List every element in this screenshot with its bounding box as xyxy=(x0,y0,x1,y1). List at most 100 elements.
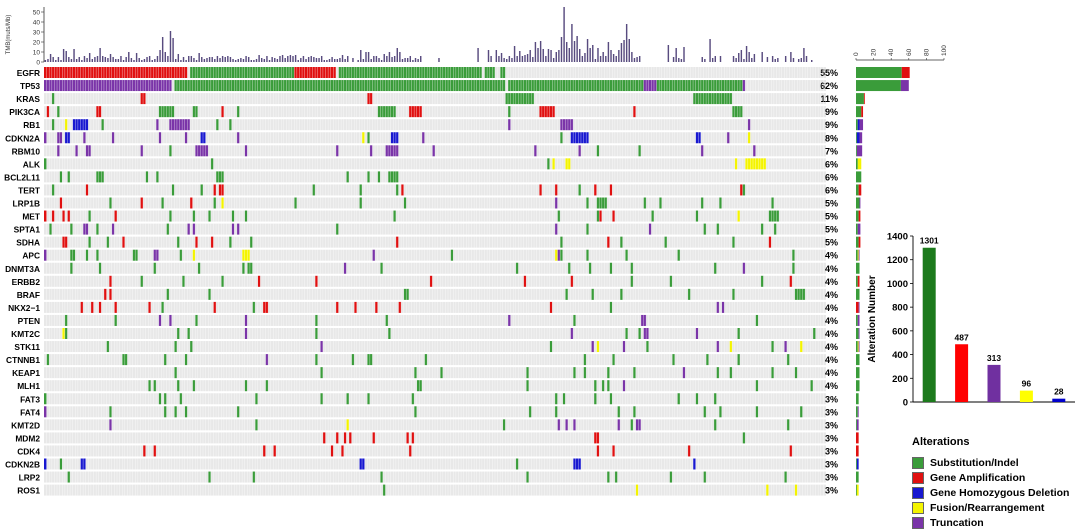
alteration-tp53-6 xyxy=(742,80,746,92)
tmb-bar-40 xyxy=(148,56,151,62)
totals-bar-truncation xyxy=(987,364,1001,402)
alteration-cdkn2a-17 xyxy=(747,132,751,144)
alteration-ctnnb1-2 xyxy=(163,354,167,366)
tmb-bar-8 xyxy=(65,51,67,62)
tmb-bar-54 xyxy=(185,60,187,62)
alteration-met-3 xyxy=(67,210,71,222)
tmb-bar-10 xyxy=(70,59,73,62)
percentage-bar-apc-T xyxy=(858,249,860,261)
tmb-bar-57 xyxy=(193,58,195,62)
legend-item-deletion: Gene Homozygous Deletion xyxy=(912,485,1080,500)
alteration-fat4-11 xyxy=(703,406,707,418)
alteration-fat3-1 xyxy=(158,393,162,405)
alteration-fat3-0 xyxy=(44,393,47,405)
tmb-bar-226 xyxy=(633,58,636,62)
tmb-bar-266 xyxy=(738,53,740,62)
percentage-label-lrp2: 3% xyxy=(825,473,838,483)
tmb-bar-72 xyxy=(232,59,234,62)
alteration-rbm10-9 xyxy=(385,145,399,157)
tmb-bar-23 xyxy=(104,57,107,62)
alteration-keap1-9 xyxy=(682,367,686,379)
alteration-nkx2-1-3 xyxy=(114,301,117,313)
tmb-bar-9 xyxy=(68,57,70,62)
tmb-bar-100 xyxy=(305,59,307,62)
alteration-met-5 xyxy=(114,210,117,222)
totals-bar-substitution-indel xyxy=(922,247,936,402)
alteration-lrp2-8 xyxy=(703,471,707,483)
tmb-bar-193 xyxy=(547,49,550,62)
percentage-label-bcl2l11: 6% xyxy=(825,172,838,182)
alteration-cdkn2b-5 xyxy=(573,458,581,470)
alteration-bcl2l11-5 xyxy=(216,171,224,183)
gene-label-mlh1: MLH1 xyxy=(17,381,40,391)
tmb-bar-132 xyxy=(388,52,391,62)
tmb-bar-134 xyxy=(393,56,396,62)
tmb-bar-107 xyxy=(323,60,325,62)
alteration-kmt2c-3 xyxy=(187,328,190,339)
percentage-label-apc: 4% xyxy=(825,251,838,261)
tmb-bar-270 xyxy=(748,52,750,62)
tmb-bar-195 xyxy=(552,58,555,62)
percentage-label-ctnnb1: 4% xyxy=(825,355,838,365)
percentage-bar-mdm2-A xyxy=(856,432,859,444)
alteration-lrp1b-4 xyxy=(189,197,193,209)
percentage-label-kmt2c: 4% xyxy=(825,329,838,339)
alteration-ctnnb1-10 xyxy=(612,354,615,366)
alteration-fat3-13 xyxy=(677,393,681,405)
alteration-ros1-0 xyxy=(382,484,386,496)
percentage-bar-tert-S xyxy=(856,184,859,196)
tmb-bar-123 xyxy=(365,52,367,62)
alteration-met-4 xyxy=(88,210,91,222)
tmb-bar-98 xyxy=(300,58,302,62)
alteration-apc-2 xyxy=(85,249,89,261)
tmb-bar-223 xyxy=(625,24,628,62)
alteration-apc-13 xyxy=(560,249,563,261)
tmb-bar-122 xyxy=(362,59,365,62)
alteration-met-16 xyxy=(651,210,654,222)
percentage-bar-met-S xyxy=(856,210,859,222)
alteration-nkx2-1-12 xyxy=(398,301,402,313)
alteration-fat4-9 xyxy=(617,406,621,418)
tmb-bar-90 xyxy=(279,56,281,62)
tmb-bar-112 xyxy=(336,59,339,62)
percentage-label-cdkn2a: 8% xyxy=(825,133,838,143)
alteration-kmt2c-5 xyxy=(315,328,318,339)
alteration-lrp1b-13 xyxy=(643,197,647,209)
alteration-cdk4-2 xyxy=(262,445,266,457)
percentage-label-fat4: 3% xyxy=(825,407,838,417)
alteration-lrp1b-0 xyxy=(59,197,63,209)
tmb-bar-271 xyxy=(751,58,753,62)
tmb-bar-18 xyxy=(91,59,94,62)
percentage-label-pik3ca: 9% xyxy=(825,107,838,117)
alteration-mlh1-7 xyxy=(526,380,529,392)
percentage-bar-lrp2-S xyxy=(856,471,859,483)
tmb-bar-292 xyxy=(805,56,808,62)
tmb-axis-title: TMB(muts/Mb) xyxy=(6,15,12,55)
totals-value-label-fusion-rearrangement: 96 xyxy=(1022,379,1032,389)
alteration-met-9 xyxy=(231,210,235,222)
legend-label-deletion: Gene Homozygous Deletion xyxy=(930,486,1070,499)
alteration-sdha-15 xyxy=(768,236,772,248)
tmb-bar-255 xyxy=(709,39,711,62)
tmb-bar-7 xyxy=(62,49,65,62)
tmb-bar-0 xyxy=(44,60,47,62)
tmb-bar-105 xyxy=(318,58,320,62)
alteration-tert-14 xyxy=(609,184,613,196)
alteration-egfr-3 xyxy=(338,67,482,78)
alteration-mlh1-13 xyxy=(810,380,813,392)
alteration-lrp1b-6 xyxy=(221,197,224,209)
alteration-spta1-5 xyxy=(166,223,170,235)
alteration-cdkn2a-12 xyxy=(421,132,425,144)
tmb-bar-192 xyxy=(545,56,547,62)
alteration-met-17 xyxy=(695,210,699,222)
alteration-keap1-5 xyxy=(573,367,576,379)
tmb-bar-47 xyxy=(167,56,169,62)
percentage-bar-spta1-T xyxy=(857,223,861,235)
tmb-bar-291 xyxy=(803,48,805,62)
alteration-cdkn2a-14 xyxy=(570,132,589,144)
alteration-fat4-4 xyxy=(184,406,188,418)
alteration-bcl2l11-3 xyxy=(145,171,149,183)
percentage-label-mdm2: 3% xyxy=(825,433,838,443)
alteration-kmt2d-10 xyxy=(713,419,717,431)
alteration-keap1-4 xyxy=(526,367,529,379)
